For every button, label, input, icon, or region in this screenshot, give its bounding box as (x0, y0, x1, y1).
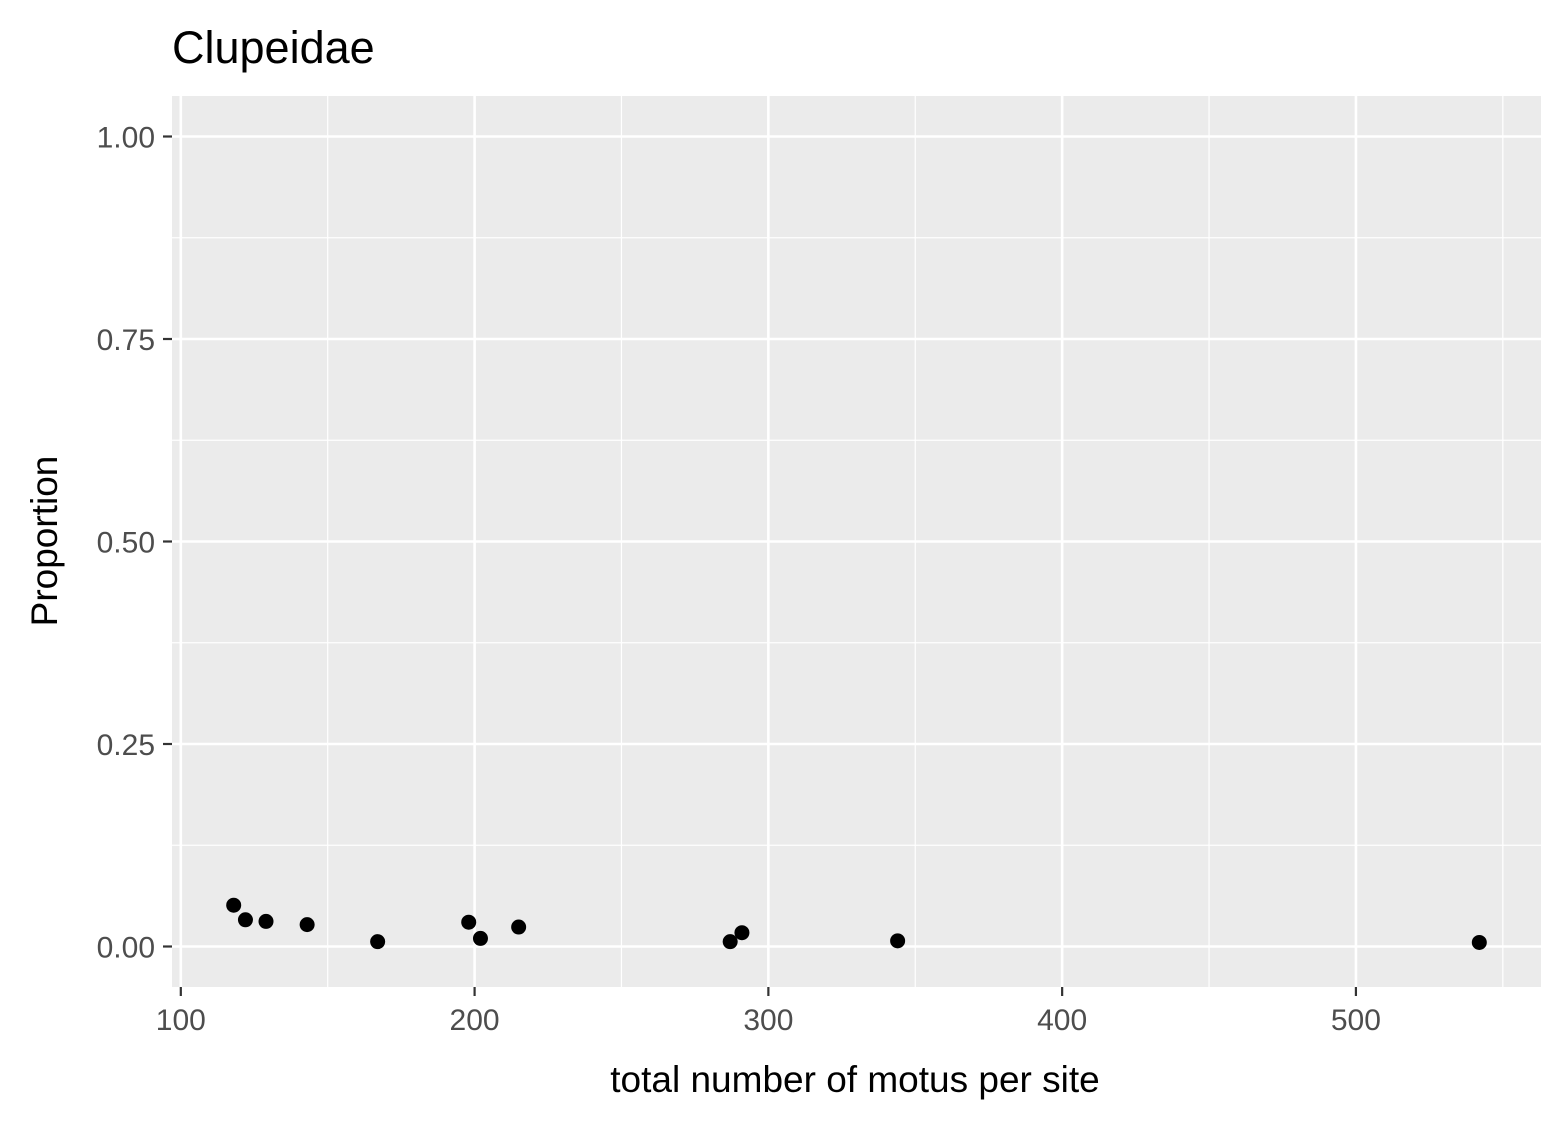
data-point (258, 913, 274, 929)
data-point (890, 933, 906, 949)
grid-lines (172, 96, 1541, 987)
data-point (472, 930, 488, 946)
y-tick-label: 0.00 (97, 932, 155, 965)
data-point (299, 917, 315, 933)
x-tick-label: 300 (743, 1004, 793, 1037)
x-tick-label: 200 (450, 1004, 500, 1037)
x-axis-title: total number of motus per site (610, 1059, 1099, 1100)
data-point (511, 919, 527, 935)
y-tick-label: 0.75 (97, 324, 155, 357)
data-point (722, 934, 738, 950)
x-tick-label: 400 (1037, 1004, 1087, 1037)
y-tick-label: 0.50 (97, 527, 155, 560)
x-tick-label: 500 (1331, 1004, 1381, 1037)
data-point (734, 925, 750, 941)
data-point (370, 934, 386, 950)
chart-title: Clupeidae (172, 22, 375, 73)
data-point (1471, 934, 1487, 950)
data-point (461, 914, 477, 930)
data-point (237, 912, 253, 928)
data-point (226, 897, 242, 913)
axes: 100 200 300 400 500 0.00 0.25 0.50 0.75 1.00 (97, 122, 1381, 1038)
data-points (226, 897, 1487, 950)
y-axis-title: Proportion (24, 456, 65, 627)
y-tick-label: 0.25 (97, 729, 155, 762)
y-tick-label: 1.00 (97, 122, 155, 155)
x-tick-label: 100 (156, 1004, 206, 1037)
